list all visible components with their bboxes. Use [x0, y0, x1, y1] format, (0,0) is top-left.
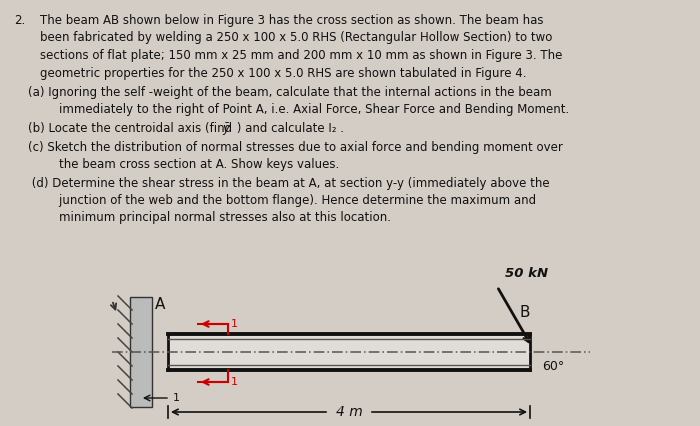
- Text: ) and calculate I₂ .: ) and calculate I₂ .: [233, 122, 344, 135]
- Text: 1: 1: [173, 393, 180, 403]
- Text: the beam cross section at A. Show keys values.: the beam cross section at A. Show keys v…: [44, 158, 340, 171]
- Text: (b) Locate the centroidal axis (find: (b) Locate the centroidal axis (find: [28, 122, 236, 135]
- Bar: [168, 334, 530, 370]
- Text: immediately to the right of Point A, i.e. Axial Force, Shear Force and Bending M: immediately to the right of Point A, i.e…: [44, 104, 569, 116]
- Text: 1: 1: [231, 319, 238, 329]
- Text: (d) Determine the shear stress in the beam at A, at section y-y (immediately abo: (d) Determine the shear stress in the be…: [28, 176, 550, 190]
- Text: 1: 1: [231, 377, 238, 387]
- Text: minimum principal normal stresses also at this location.: minimum principal normal stresses also a…: [44, 211, 391, 225]
- Text: The beam AB shown below in Figure 3 has the cross section as shown. The beam has: The beam AB shown below in Figure 3 has …: [40, 14, 543, 27]
- Text: been fabricated by welding a 250 x 100 x 5.0 RHS (Rectangular Hollow Section) to: been fabricated by welding a 250 x 100 x…: [40, 32, 552, 44]
- Text: 50 kN: 50 kN: [505, 268, 548, 280]
- Text: B: B: [519, 305, 531, 320]
- FancyBboxPatch shape: [130, 297, 152, 407]
- Text: 4 m: 4 m: [335, 405, 363, 419]
- Text: junction of the web and the bottom flange). Hence determine the maximum and: junction of the web and the bottom flang…: [44, 194, 536, 207]
- Text: (a) Ignoring the self -weight of the beam, calculate that the internal actions i: (a) Ignoring the self -weight of the bea…: [28, 86, 552, 99]
- Text: (c) Sketch the distribution of normal stresses due to axial force and bending mo: (c) Sketch the distribution of normal st…: [28, 141, 563, 153]
- Text: 2.: 2.: [14, 14, 25, 27]
- Text: geometric properties for the 250 x 100 x 5.0 RHS are shown tabulated in Figure 4: geometric properties for the 250 x 100 x…: [40, 66, 526, 80]
- Text: $\bar{y}$: $\bar{y}$: [222, 122, 232, 138]
- Text: A: A: [155, 297, 165, 312]
- Text: 60°: 60°: [542, 360, 564, 373]
- Text: sections of flat plate; 150 mm x 25 mm and 200 mm x 10 mm as shown in Figure 3. : sections of flat plate; 150 mm x 25 mm a…: [40, 49, 562, 62]
